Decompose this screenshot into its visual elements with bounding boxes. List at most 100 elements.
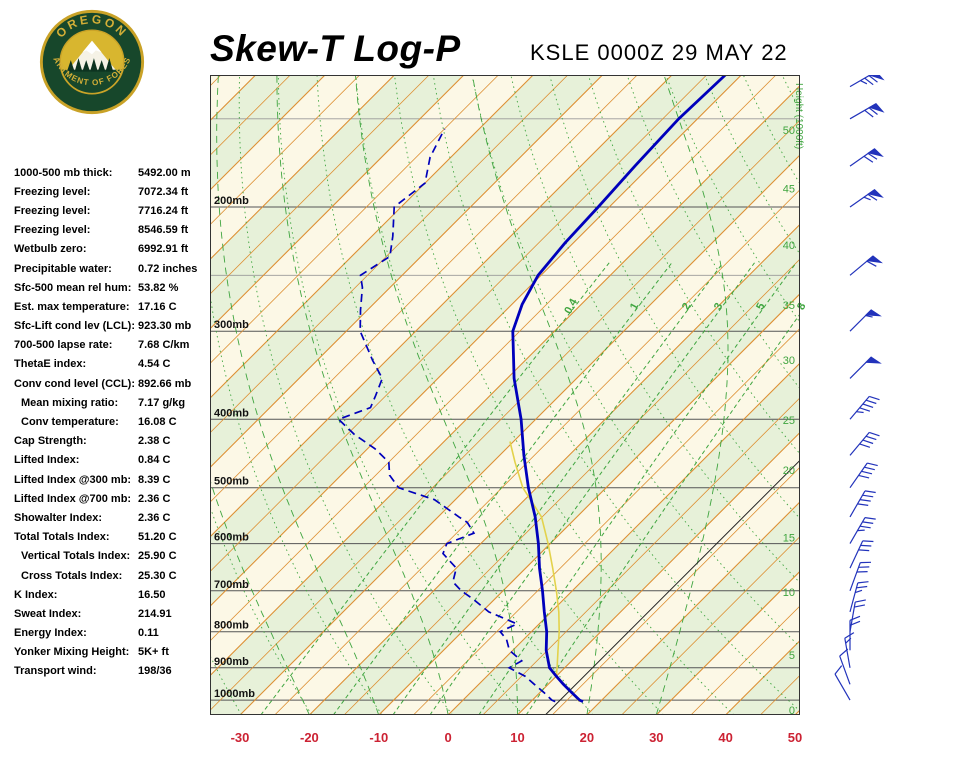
height-tick-label: 40 xyxy=(783,240,795,252)
stat-label: Vertical Totals Index: xyxy=(21,550,131,563)
stat-label: Sfc-500 mean rel hum: xyxy=(14,281,132,294)
stat-value: 6992.91 ft xyxy=(138,243,189,256)
stat-value: 0.72 inches xyxy=(138,262,198,275)
pressure-label: 400mb xyxy=(214,407,249,419)
odf-logo: OREGON DEPARTMENT OF FORESTRY xyxy=(35,1,146,116)
stat-value: 17.16 C xyxy=(138,300,177,313)
stat-row: Lifted Index @700 mb: 2.36 C xyxy=(14,489,210,508)
stat-label: 1000-500 mb thick: xyxy=(14,166,113,179)
stat-value: 214.91 xyxy=(138,607,172,620)
stat-row: Precipitable water: 0.72 inches xyxy=(14,259,210,278)
stat-value: 2.36 C xyxy=(138,511,171,524)
wind-barb xyxy=(849,462,878,489)
temp-axis-label: 50 xyxy=(788,730,802,745)
wind-barb xyxy=(849,103,885,120)
stat-label: ThetaE index: xyxy=(14,358,87,371)
stat-row: ThetaE index: 4.54 C xyxy=(14,355,210,374)
height-tick-label: 5 xyxy=(789,650,795,662)
height-tick-label: 50 xyxy=(783,125,795,137)
mixing-ratio-label: 1 xyxy=(628,301,641,312)
stat-row: Freezing level: 8546.59 ft xyxy=(14,221,210,240)
page-title: Skew-T Log-P xyxy=(210,28,461,69)
stat-value: 923.30 mb xyxy=(138,320,192,333)
temp-axis-label: 40 xyxy=(718,730,732,745)
stat-label: Freezing level: xyxy=(14,204,91,217)
odf-logo-seal: OREGON DEPARTMENT OF FORESTRY xyxy=(35,1,145,115)
stat-row: Lifted Index: 0.84 C xyxy=(14,451,210,470)
wind-barb xyxy=(849,561,872,592)
stat-label: Transport wind: xyxy=(14,665,97,678)
stat-value: 16.08 C xyxy=(138,416,177,429)
wind-barb xyxy=(834,665,851,701)
stat-value: 8.39 C xyxy=(138,473,171,486)
stat-label: Energy Index: xyxy=(14,627,87,640)
stat-row: Conv cond level (CCL): 892.66 mb xyxy=(14,374,210,393)
stat-label: Cap Strength: xyxy=(14,435,87,448)
height-tick-label: 25 xyxy=(783,415,795,427)
wind-barb xyxy=(849,75,885,88)
wind-barb xyxy=(849,431,880,456)
station-datetime: KSLE 0000Z 29 MAY 22 xyxy=(530,40,788,65)
pressure-label: 300mb xyxy=(214,319,249,331)
height-tick-label: 10 xyxy=(783,587,795,599)
wind-barb xyxy=(849,395,880,420)
stat-label: Total Totals Index: xyxy=(14,531,110,544)
wind-barb xyxy=(849,540,874,569)
wind-barb xyxy=(849,148,884,167)
skewt-chart: 0.4 1 2 3 5 8200mb300mb400mb500mb600mb700mb80… xyxy=(210,75,885,745)
stat-label: Conv temperature: xyxy=(21,416,119,429)
temp-axis-label: -30 xyxy=(231,730,250,745)
wind-barb xyxy=(849,189,884,208)
indices-panel: 1000-500 mb thick: 5492.00 m Freezing leve… xyxy=(14,163,210,681)
height-tick-label: 15 xyxy=(783,533,795,545)
stat-row: Showalter Index: 2.36 C xyxy=(14,508,210,527)
stat-value: 25.30 C xyxy=(138,569,177,582)
temperature-trace xyxy=(511,75,727,703)
stat-value: 25.90 C xyxy=(138,550,177,563)
wind-barb-column xyxy=(834,75,885,701)
stat-row: Sfc-Lift cond lev (LCL): 923.30 mb xyxy=(14,317,210,336)
logo-emblem xyxy=(61,40,123,93)
stat-row: Lifted Index @300 mb: 8.39 C xyxy=(14,470,210,489)
stat-row: Transport wind: 198/36 xyxy=(14,662,210,681)
stat-label: Freezing level: xyxy=(14,224,91,237)
stat-row: Freezing level: 7716.24 ft xyxy=(14,201,210,220)
pressure-label: 200mb xyxy=(214,195,249,207)
height-tick-label: 20 xyxy=(783,465,795,477)
stat-value: 7.68 C/km xyxy=(138,339,190,352)
stat-value: 2.38 C xyxy=(138,435,171,448)
stat-label: Precipitable water: xyxy=(14,262,112,275)
stat-row: 1000-500 mb thick: 5492.00 m xyxy=(14,163,210,182)
stat-row: Mean mixing ratio: 7.17 g/kg xyxy=(14,393,210,412)
dewpoint-trace xyxy=(337,128,556,703)
stat-value: 53.82 % xyxy=(138,281,179,294)
pressure-label: 700mb xyxy=(214,579,249,591)
stat-value: 0.11 xyxy=(138,627,159,640)
stat-label: Sfc-Lift cond lev (LCL): xyxy=(14,320,135,333)
height-tick-label: 35 xyxy=(783,300,795,312)
mixing-ratio-label: 3 xyxy=(712,301,725,312)
stat-row: K Index: 16.50 xyxy=(14,585,210,604)
stat-label: Est. max temperature: xyxy=(14,300,130,313)
stat-value: 7716.24 ft xyxy=(138,204,189,217)
wind-barb xyxy=(849,356,882,379)
wind-barb xyxy=(849,255,883,276)
stat-label: 700-500 lapse rate: xyxy=(14,339,113,352)
temp-axis-label: 20 xyxy=(580,730,594,745)
wind-barb xyxy=(849,599,866,632)
stat-value: 51.20 C xyxy=(138,531,177,544)
stat-value: 5492.00 m xyxy=(138,166,191,179)
stat-value: 5K+ ft xyxy=(138,646,169,659)
stat-label: K Index: xyxy=(14,588,58,601)
wind-barb xyxy=(849,517,876,544)
temp-axis-label: -20 xyxy=(300,730,319,745)
stat-row: Energy Index: 0.11 xyxy=(14,624,210,643)
wind-barb xyxy=(849,581,869,613)
stat-value: 7.17 g/kg xyxy=(138,396,186,409)
height-tick-label: 30 xyxy=(783,355,795,367)
stat-row: Sweat Index: 214.91 xyxy=(14,604,210,623)
temp-axis-label: 10 xyxy=(510,730,524,745)
temp-axis-label: -10 xyxy=(369,730,388,745)
stat-label: Lifted Index: xyxy=(14,454,80,467)
